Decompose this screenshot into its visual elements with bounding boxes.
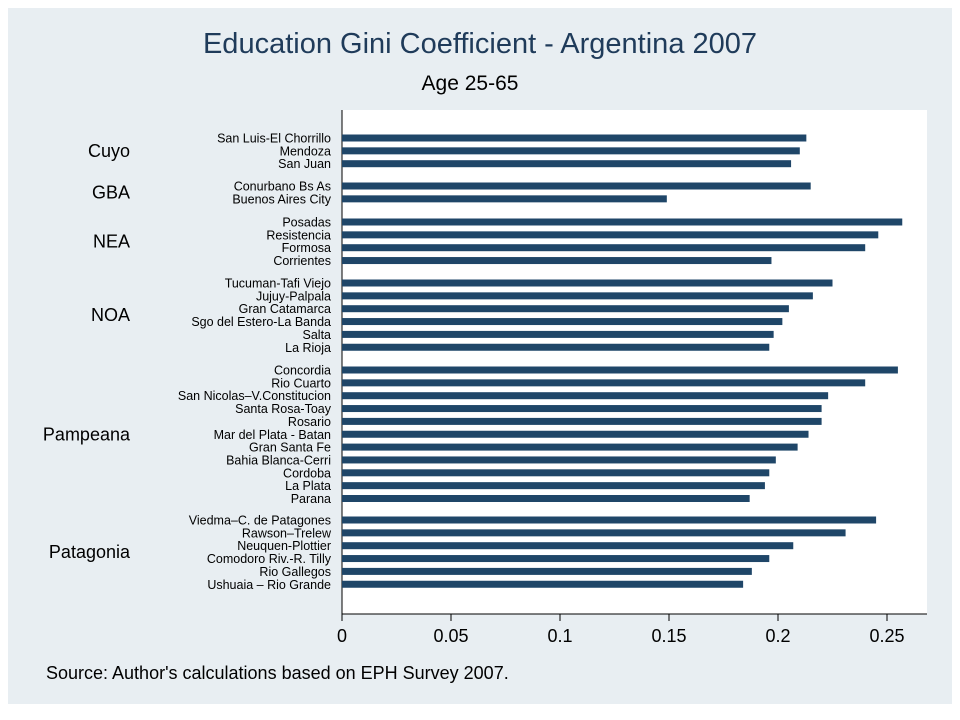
bar-san-luis-el-chorrillo [342, 134, 807, 142]
category-label-posadas: Posadas [282, 216, 331, 230]
bar-formosa [342, 244, 866, 252]
category-label-santa-rosa-toay: Santa Rosa-Toay [235, 402, 332, 416]
category-label-rosario: Rosario [288, 415, 331, 429]
group-label-nea: NEA [93, 231, 130, 251]
category-label-san-luis-el-chorrillo: San Luis-El Chorrillo [217, 132, 331, 146]
bar-resistencia [342, 231, 879, 239]
bar-bahia-blanca-cerri [342, 456, 776, 464]
category-label-sgo-del-estero-la-banda: Sgo del Estero-La Banda [191, 315, 331, 329]
category-label-rio-gallegos: Rio Gallegos [259, 565, 331, 579]
category-label-viedma-c-de-patagones: Viedma–C. de Patagones [189, 514, 331, 528]
category-label-la-plata: La Plata [285, 479, 331, 493]
group-label-gba: GBA [92, 182, 130, 202]
category-label-san-nicolas-v-constitucion: San Nicolas–V.Constitucion [178, 389, 331, 403]
bars-group [342, 134, 903, 588]
bar-cordoba [342, 469, 770, 477]
category-label-bahia-blanca-cerri: Bahia Blanca-Cerri [226, 453, 331, 467]
bar-concordia [342, 366, 898, 374]
category-label-parana: Parana [291, 492, 331, 506]
category-label-formosa: Formosa [282, 241, 331, 255]
category-label-rio-cuarto: Rio Cuarto [271, 376, 331, 390]
bar-ushuaia-rio-grande [342, 580, 744, 588]
x-tick-label-4: 0.2 [765, 626, 790, 646]
x-axis-ticks: 0 0.05 0.1 0.15 0.2 0.25 [337, 614, 905, 646]
bar-posadas [342, 218, 903, 226]
bar-la-rioja [342, 343, 770, 351]
category-label-jujuy-palpala: Jujuy-Palpala [256, 289, 331, 303]
bar-comodoro-riv-r-tilly [342, 555, 770, 563]
category-label-corrientes: Corrientes [273, 254, 331, 268]
group-label-cuyo: Cuyo [88, 141, 130, 161]
category-label-tucuman-tafi-viejo: Tucuman-Tafi Viejo [225, 277, 331, 291]
bar-buenos-aires-city [342, 195, 667, 203]
category-label-mar-del-plata-batan: Mar del Plata - Batan [214, 428, 331, 442]
group-labels: Cuyo GBA NEA NOA Pampeana Patagonia [43, 141, 131, 562]
category-label-neuquen-plottier: Neuquen-Plottier [237, 539, 331, 553]
chart-subtitle: Age 25-65 [421, 72, 519, 95]
bar-tucuman-tafi-viejo [342, 279, 833, 287]
bar-jujuy-palpala [342, 292, 813, 300]
bar-conurbano-bs-as [342, 182, 811, 190]
category-label-resistencia: Resistencia [266, 228, 331, 242]
bar-rio-cuarto [342, 379, 866, 387]
bar-sgo-del-estero-la-banda [342, 318, 783, 326]
source-note: Source: Author's calculations based on E… [46, 663, 509, 683]
bar-san-nicolas-v-constitucion [342, 392, 829, 400]
bar-san-juan [342, 160, 792, 168]
bar-parana [342, 495, 750, 502]
x-tick-label-5: 0.25 [869, 626, 904, 646]
bar-neuquen-plottier [342, 542, 794, 550]
bar-rio-gallegos [342, 567, 752, 575]
category-label-san-juan: San Juan [278, 157, 331, 171]
chart-title: Education Gini Coefficient - Argentina 2… [202, 28, 758, 60]
bar-viedma-c-de-patagones [342, 516, 877, 524]
bar-mar-del-plata-batan [342, 430, 809, 438]
bar-corrientes [342, 257, 772, 265]
x-tick-label-0: 0 [337, 626, 347, 646]
category-label-conurbano-bs-as: Conurbano Bs As [234, 180, 331, 194]
bar-mendoza [342, 147, 800, 155]
category-label-rawson-trelew: Rawson–Trelew [242, 526, 332, 540]
category-label-concordia: Concordia [274, 364, 331, 378]
x-tick-label-1: 0.05 [433, 626, 468, 646]
category-label-gran-catamarca: Gran Catamarca [239, 302, 331, 316]
bar-rawson-trelew [342, 529, 846, 537]
bar-la-plata [342, 482, 765, 490]
group-label-noa: NOA [91, 305, 130, 325]
category-label-comodoro-riv-r-tilly: Comodoro Riv.-R. Tilly [207, 552, 332, 566]
group-label-pampeana: Pampeana [43, 424, 131, 444]
category-label-mendoza: Mendoza [280, 144, 331, 158]
bar-rosario [342, 417, 822, 425]
category-label-buenos-aires-city: Buenos Aires City [232, 192, 331, 206]
bar-salta [342, 330, 774, 338]
category-label-salta: Salta [303, 328, 332, 342]
category-label-ushuaia-rio-grande: Ushuaia – Rio Grande [207, 578, 331, 592]
x-tick-label-2: 0.1 [547, 626, 572, 646]
bar-gran-santa-fe [342, 443, 798, 451]
group-label-patagonia: Patagonia [49, 542, 131, 562]
category-label-gran-santa-fe: Gran Santa Fe [249, 441, 331, 455]
category-label-la-rioja: La Rioja [285, 341, 331, 355]
bar-santa-rosa-toay [342, 405, 822, 413]
bar-gran-catamarca [342, 305, 789, 313]
x-tick-label-3: 0.15 [651, 626, 686, 646]
category-label-cordoba: Cordoba [283, 466, 331, 480]
